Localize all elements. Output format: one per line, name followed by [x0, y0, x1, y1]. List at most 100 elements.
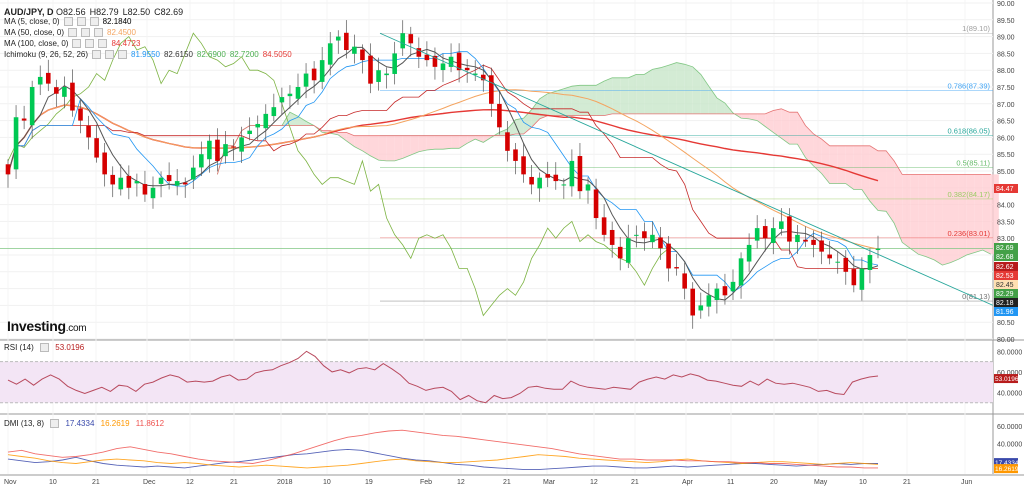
price-tag-label: 82.18 [996, 300, 1014, 307]
candle-body [738, 258, 744, 286]
cloud-segment [434, 135, 443, 150]
senkou-a-line [217, 62, 991, 266]
legend-control-icon[interactable] [98, 39, 108, 49]
rsi-line [7, 350, 879, 404]
cloud-segment [644, 69, 653, 114]
cloud-segment [894, 160, 903, 243]
cloud-segment [459, 135, 468, 149]
x-tick-label: 12 [590, 479, 598, 486]
indicator-value: 82.4500 [107, 28, 136, 37]
x-tick-label: May [814, 479, 828, 486]
x-tick-label: Nov [4, 479, 17, 486]
candle-body [609, 229, 615, 245]
cloud-segment [443, 135, 452, 150]
cloud-segment [571, 85, 580, 116]
indicator-name: MA (5, close, 0) [4, 17, 60, 26]
ma50-line [7, 89, 879, 250]
legend-control-icon[interactable] [72, 39, 82, 49]
legend-control-icon[interactable] [68, 28, 78, 38]
legend-control-icon[interactable] [63, 17, 73, 27]
candle-body [432, 55, 438, 67]
dmi-minus-value: 16.2619 [100, 419, 130, 428]
chikou-line [7, 32, 669, 317]
y-tick-label: 86.50 [997, 119, 1015, 126]
x-tick-label: 2018 [277, 479, 293, 486]
cloud-segment [974, 174, 983, 253]
candle-body [231, 146, 236, 148]
legend-control-icon[interactable] [105, 50, 115, 60]
cloud-segment [563, 86, 572, 116]
dmi-tick-label: 40.0000 [997, 441, 1022, 448]
cloud-segment [789, 112, 798, 145]
candle-body [593, 189, 599, 219]
candle-body [263, 113, 269, 129]
candle-body [843, 257, 849, 272]
y-tick-label: 80.50 [997, 320, 1015, 327]
legend-control-icon[interactable] [118, 50, 128, 60]
x-tick-label: 21 [503, 479, 511, 486]
candle-body [464, 67, 470, 71]
candle-body [770, 228, 776, 244]
legend-control-icon[interactable] [76, 17, 86, 27]
symbol-label[interactable]: AUD/JPY, D [4, 7, 54, 17]
legend-control-icon[interactable] [89, 17, 99, 27]
x-tick-label: Mar [543, 479, 556, 486]
candle-body [569, 160, 575, 187]
indicator-value: 84.5050 [262, 50, 292, 59]
fib-level-label: 0(81.13) [962, 292, 990, 301]
cloud-segment [950, 174, 959, 263]
indicator-legend-row: MA (100, close, 0) 84.4723 [4, 39, 144, 49]
x-tick-label: 11 [727, 479, 734, 486]
x-tick-label: 10 [323, 479, 331, 486]
cloud-segment [990, 174, 999, 255]
cloud-segment [781, 108, 790, 145]
candle-body [787, 216, 792, 242]
cloud-segment [958, 174, 967, 260]
ohlc-c: C82.69 [154, 7, 184, 17]
price-tag-label: 82.29 [996, 291, 1014, 298]
cloud-segment [982, 174, 991, 255]
candle-body [110, 174, 116, 185]
x-tick-label: 10 [859, 479, 867, 486]
indicator-name: MA (50, close, 0) [4, 28, 65, 37]
y-tick-label: 87.50 [997, 85, 1015, 92]
settings-icon[interactable] [40, 343, 50, 353]
candle-body [416, 48, 422, 57]
price-tag [994, 184, 1018, 193]
cloud-segment [886, 150, 895, 224]
candle-body [601, 217, 607, 235]
legend-control-icon[interactable] [81, 28, 91, 38]
cloud-segment [410, 135, 419, 156]
x-tick-label: Jun [961, 479, 972, 486]
investing-logo: Investing.com [7, 318, 87, 334]
candle-body [174, 181, 180, 186]
downtrend-line[interactable] [379, 32, 994, 306]
candle-body [29, 87, 35, 126]
time-axis[interactable]: Nov 10 21 Dec 12 21 2018 10 19 Feb 12 21 Mar 12 21 Apr 1… [4, 479, 972, 486]
legend-control-icon[interactable] [94, 28, 104, 38]
candle-body [537, 177, 542, 189]
legend-control-icon[interactable] [85, 39, 95, 49]
settings-icon[interactable] [50, 419, 60, 429]
fibonacci-retracement[interactable]: 1(89.10) 0.786(87.39) 0.618(86.05) 0.5(85.1… [0, 24, 993, 302]
indicator-value: 82.6900 [196, 50, 226, 59]
candle-body [440, 63, 446, 71]
dmi-value-tag-label: 16.2619 [995, 466, 1019, 473]
candle-body [714, 288, 720, 301]
legend-control-icon[interactable] [92, 50, 102, 60]
rsi-value-tag [994, 374, 1018, 384]
candle-body [698, 305, 704, 311]
dmi-plus-value: 17.4334 [65, 419, 95, 428]
rsi-title: RSI (14) [4, 343, 34, 352]
price-tag-label: 84.47 [996, 186, 1014, 193]
cloud-segment [386, 135, 395, 161]
cloud-segment [700, 74, 709, 114]
candle-body [352, 46, 357, 54]
candle-body [247, 130, 252, 135]
trend-line[interactable] [379, 32, 994, 306]
candle-body [384, 73, 389, 76]
price-tag-label: 82.45 [996, 282, 1014, 289]
